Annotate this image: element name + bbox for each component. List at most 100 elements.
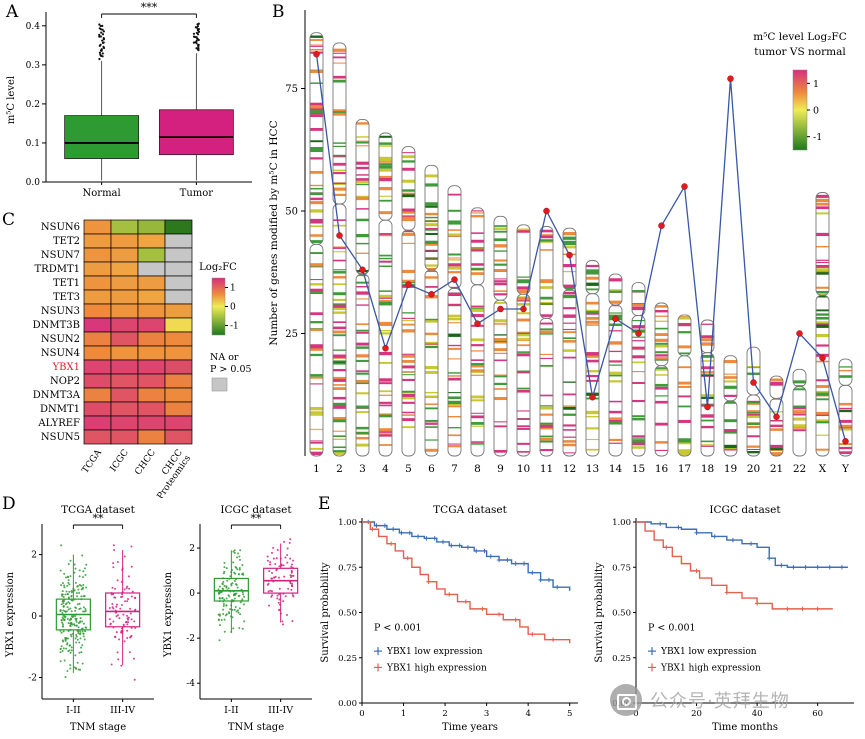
- svg-text:DNMT3B: DNMT3B: [33, 320, 80, 331]
- svg-text:0.00: 0.00: [338, 699, 357, 709]
- svg-text:YBX1 expression: YBX1 expression: [163, 571, 174, 658]
- svg-text:6: 6: [428, 463, 435, 475]
- svg-text:TET1: TET1: [53, 278, 80, 289]
- svg-text:13: 13: [586, 463, 599, 475]
- svg-text:40: 40: [752, 709, 763, 719]
- svg-text:DNMT3A: DNMT3A: [33, 390, 81, 401]
- svg-text:5: 5: [567, 709, 572, 719]
- svg-text:ALYREF: ALYREF: [37, 418, 80, 429]
- svg-text:3: 3: [359, 463, 366, 475]
- svg-text:I-II: I-II: [66, 705, 81, 716]
- svg-text:ICGC dataset: ICGC dataset: [709, 504, 781, 516]
- svg-text:**: **: [93, 512, 105, 525]
- svg-text:0.0: 0.0: [26, 178, 41, 188]
- svg-text:Survival probability: Survival probability: [320, 562, 331, 662]
- svg-text:CHCC: CHCC: [133, 448, 158, 477]
- svg-text:2: 2: [442, 709, 447, 719]
- svg-text:YBX1: YBX1: [52, 362, 80, 373]
- svg-text:NSUN5: NSUN5: [41, 432, 80, 443]
- svg-text:NSUN2: NSUN2: [41, 334, 80, 345]
- svg-text:15: 15: [632, 463, 645, 475]
- svg-text:8: 8: [474, 463, 481, 475]
- svg-text:NSUN4: NSUN4: [41, 348, 80, 359]
- svg-text:5: 5: [405, 463, 412, 475]
- svg-text:tumor VS normal: tumor VS normal: [754, 46, 846, 58]
- svg-text:Time months: Time months: [712, 722, 778, 733]
- svg-text:Survival probability: Survival probability: [594, 562, 605, 662]
- svg-text:0.1: 0.1: [26, 139, 40, 149]
- svg-text:20: 20: [747, 463, 760, 475]
- svg-text:ICGC: ICGC: [109, 448, 131, 474]
- svg-text:0: 0: [230, 303, 236, 313]
- svg-text:0.50: 0.50: [612, 609, 631, 619]
- svg-text:***: ***: [141, 1, 158, 14]
- svg-text:16: 16: [655, 463, 669, 475]
- svg-text:TNM stage: TNM stage: [228, 722, 284, 733]
- svg-text:50: 50: [285, 207, 298, 218]
- svg-text:0.25: 0.25: [612, 654, 631, 664]
- svg-text:17: 17: [678, 463, 691, 475]
- watermark: 公众号·英拜生物: [610, 684, 790, 716]
- svg-text:-4: -4: [186, 679, 195, 689]
- svg-text:YBX1 expression: YBX1 expression: [5, 571, 16, 658]
- svg-text:-2: -2: [186, 634, 195, 644]
- svg-text:7: 7: [451, 463, 458, 475]
- svg-text:Number of genes modified by m⁵: Number of genes modified by m⁵C in HCC: [268, 120, 280, 345]
- svg-text:TRDMT1: TRDMT1: [35, 264, 81, 275]
- svg-text:NSUN3: NSUN3: [41, 306, 80, 317]
- svg-text:0: 0: [813, 106, 819, 117]
- svg-text:III-IV: III-IV: [110, 705, 135, 716]
- svg-text:1.00: 1.00: [612, 518, 631, 528]
- svg-text:Normal: Normal: [83, 188, 121, 199]
- svg-text:Log₂FC: Log₂FC: [199, 262, 237, 273]
- svg-text:0.25: 0.25: [338, 654, 357, 664]
- svg-text:12: 12: [563, 463, 576, 475]
- heatmap-m5c-regulators: NSUN6 TET2 NSUN7 TRDMT1 TET1 TET3 NSUN3 DNMT3B N…: [33, 219, 252, 498]
- svg-text:14: 14: [609, 463, 623, 475]
- svg-text:21: 21: [770, 463, 783, 475]
- svg-text:YBX1 high expression: YBX1 high expression: [660, 663, 761, 673]
- svg-text:4: 4: [525, 709, 530, 719]
- svg-text:1: 1: [313, 463, 320, 475]
- svg-text:ICGC dataset: ICGC dataset: [220, 504, 292, 516]
- svg-text:0.4: 0.4: [26, 22, 41, 32]
- svg-text:0.50: 0.50: [338, 609, 357, 619]
- svg-text:m⁵C level Log₂FC: m⁵C level Log₂FC: [753, 31, 847, 43]
- svg-text:I-II: I-II: [224, 705, 239, 716]
- svg-text:**: **: [251, 512, 263, 525]
- svg-text:2: 2: [336, 463, 343, 475]
- svg-text:20: 20: [691, 709, 702, 719]
- svg-text:YBX1 low expression: YBX1 low expression: [386, 647, 483, 657]
- svg-text:P < 0.001: P < 0.001: [648, 623, 696, 634]
- panel-label-d: D: [2, 494, 16, 514]
- camera-icon: [610, 684, 642, 716]
- svg-text:1.00: 1.00: [338, 518, 357, 528]
- svg-text:Tumor: Tumor: [180, 188, 214, 199]
- svg-text:TET2: TET2: [53, 236, 80, 247]
- svg-text:TCGA dataset: TCGA dataset: [61, 504, 135, 516]
- svg-text:-2: -2: [28, 673, 37, 683]
- svg-text:18: 18: [701, 463, 714, 475]
- watermark-text: 公众号·英拜生物: [650, 691, 790, 712]
- boxplot-ybx1-tcga: -2 0 2 TCGA dataset YBX1 expression TNM stage…: [5, 504, 154, 733]
- svg-text:P < 0.001: P < 0.001: [374, 623, 422, 634]
- svg-text:TCGA dataset: TCGA dataset: [433, 504, 507, 516]
- svg-text:P > 0.05: P > 0.05: [210, 364, 252, 375]
- svg-text:YBX1 low expression: YBX1 low expression: [660, 647, 757, 657]
- panel-label-c: C: [2, 210, 16, 230]
- svg-text:TCGA: TCGA: [81, 448, 105, 476]
- svg-text:0: 0: [359, 709, 364, 719]
- svg-text:2: 2: [189, 544, 195, 554]
- svg-text:0.75: 0.75: [338, 563, 357, 573]
- svg-text:X: X: [819, 463, 827, 475]
- svg-text:-1: -1: [813, 132, 822, 143]
- svg-text:75: 75: [285, 84, 298, 95]
- svg-text:III-IV: III-IV: [268, 705, 293, 716]
- svg-text:NOP2: NOP2: [50, 376, 80, 387]
- svg-text:YBX1 high expression: YBX1 high expression: [386, 663, 487, 673]
- svg-text:Y: Y: [841, 463, 850, 475]
- svg-text:0.3: 0.3: [26, 61, 41, 71]
- svg-text:22: 22: [793, 463, 806, 475]
